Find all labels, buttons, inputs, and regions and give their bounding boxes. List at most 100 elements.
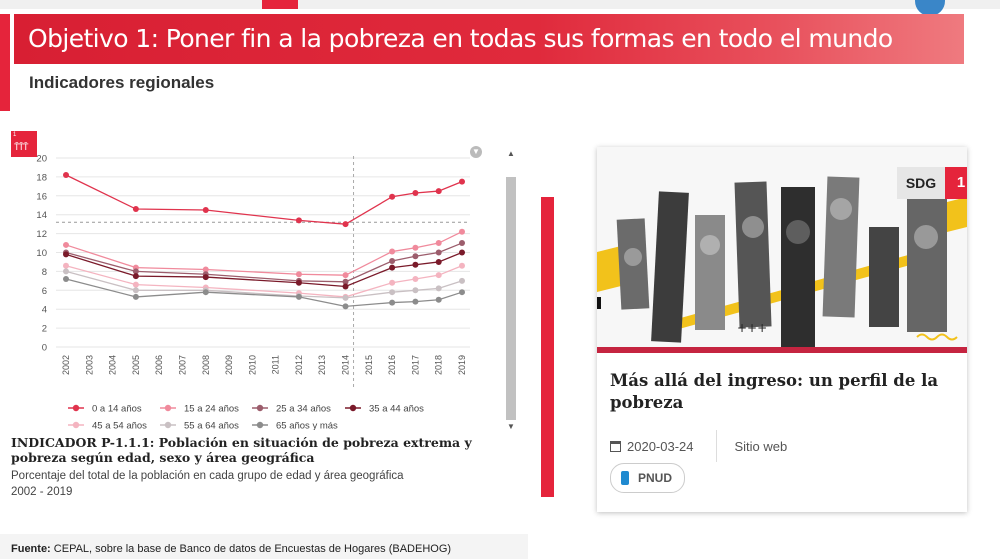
top-bar-active-tab[interactable] [262, 0, 298, 9]
pnud-logo-icon [621, 471, 629, 485]
y-tick-label: 20 [36, 154, 47, 165]
card-image[interactable]: +++ SDG 1 [597, 147, 967, 347]
x-tick-label: 2007 [177, 355, 187, 375]
data-point [63, 268, 69, 275]
legend-marker [349, 404, 357, 412]
source-note: Fuente: CEPAL, sobre la base de Banco de… [11, 543, 451, 555]
y-tick-label: 0 [42, 343, 47, 354]
data-point [389, 248, 396, 255]
data-point [389, 264, 396, 271]
data-point [389, 258, 396, 265]
data-point [342, 303, 349, 310]
series-line [65, 265, 463, 298]
legend-marker [164, 421, 172, 429]
series-line [65, 278, 463, 308]
data-point [202, 206, 209, 213]
series-line [65, 242, 463, 283]
x-tick-label: 2012 [294, 355, 304, 375]
data-point [412, 298, 419, 305]
data-point [342, 272, 349, 279]
source-box [0, 534, 528, 559]
x-tick-label: 2019 [457, 355, 467, 375]
data-point [202, 274, 209, 281]
org-badge-pnud[interactable]: PNUD [610, 463, 686, 493]
data-point [435, 285, 442, 292]
legend-label: 0 a 14 años [92, 404, 142, 415]
source-label: Fuente: [11, 543, 51, 555]
svg-text:+++: +++ [737, 321, 767, 335]
x-tick-label: 2011 [271, 355, 281, 374]
data-point [132, 206, 139, 213]
data-point [389, 193, 396, 200]
calendar-icon [610, 440, 621, 452]
legend-label: 15 a 24 años [184, 404, 239, 415]
data-point [459, 277, 465, 284]
x-tick-label: 2014 [341, 355, 351, 375]
data-point [63, 172, 69, 179]
data-point [63, 262, 69, 269]
scroll-up-icon[interactable]: ▲ [507, 149, 515, 158]
data-point [202, 266, 209, 273]
card-date: 2020-03-24 [627, 438, 694, 454]
x-tick-label: 2003 [84, 355, 94, 375]
card-title-link[interactable]: Más allá del ingreso: un perfil de la po… [610, 371, 939, 412]
x-tick-label: 2008 [201, 355, 211, 375]
x-tick-label: 2018 [434, 355, 444, 375]
data-point [342, 278, 349, 285]
data-point [459, 289, 465, 296]
data-point [342, 221, 349, 228]
data-point [295, 217, 302, 224]
x-tick-label: 2015 [364, 355, 374, 375]
x-tick-label: 2002 [61, 355, 71, 375]
scrollbar-thumb[interactable] [506, 177, 516, 420]
legend-label: 65 años y más [276, 421, 338, 431]
data-point [202, 289, 209, 296]
data-point [435, 188, 442, 195]
data-point [389, 299, 396, 306]
sdg-logo-number-icon: 1 [13, 132, 17, 138]
data-point [435, 240, 442, 247]
download-icon[interactable]: ▼ [470, 146, 482, 158]
x-tick-label: 2016 [387, 355, 397, 375]
people-icon: ŤŤŤ [14, 142, 28, 152]
y-tick-label: 12 [36, 229, 47, 240]
data-point [435, 272, 442, 279]
y-tick-label: 4 [42, 305, 47, 316]
data-point [132, 268, 139, 275]
data-point [435, 258, 442, 265]
y-tick-label: 10 [36, 248, 47, 259]
data-point [412, 189, 419, 196]
data-point [459, 178, 465, 185]
resource-card[interactable]: +++ SDG 1 Más allá del ingreso: un perfi… [597, 147, 967, 512]
data-point [412, 244, 419, 251]
x-tick-label: 2009 [224, 355, 234, 375]
page-title: Objetivo 1: Poner fin a la pobreza en to… [28, 24, 893, 53]
data-point [295, 293, 302, 300]
y-tick-label: 2 [42, 324, 47, 335]
data-point [342, 294, 349, 301]
data-point [132, 293, 139, 300]
card-type: Sitio web [734, 438, 788, 454]
data-point [389, 289, 396, 296]
meta-separator [715, 430, 717, 462]
legend-marker [256, 404, 264, 412]
legend-marker [164, 404, 172, 412]
data-point [389, 279, 396, 286]
top-bar-circle-button[interactable] [915, 0, 945, 16]
y-tick-label: 8 [42, 267, 47, 278]
legend-marker [72, 421, 80, 429]
data-point [459, 262, 465, 269]
data-point [435, 249, 442, 256]
data-point [412, 275, 419, 282]
data-point [459, 240, 465, 247]
y-tick-label: 14 [36, 210, 47, 221]
top-bar [0, 0, 1000, 9]
data-point [412, 287, 419, 294]
scroll-down-icon[interactable]: ▼ [507, 422, 515, 431]
chart-scrollbar[interactable]: ▲ ▼ [503, 147, 519, 434]
legend-label: 25 a 34 años [276, 404, 331, 415]
legend-label: 45 a 54 años [92, 421, 147, 431]
legend-label: 55 a 64 años [184, 421, 239, 431]
source-text: CEPAL, sobre la base de Banco de datos d… [53, 543, 452, 555]
data-point [459, 249, 465, 256]
